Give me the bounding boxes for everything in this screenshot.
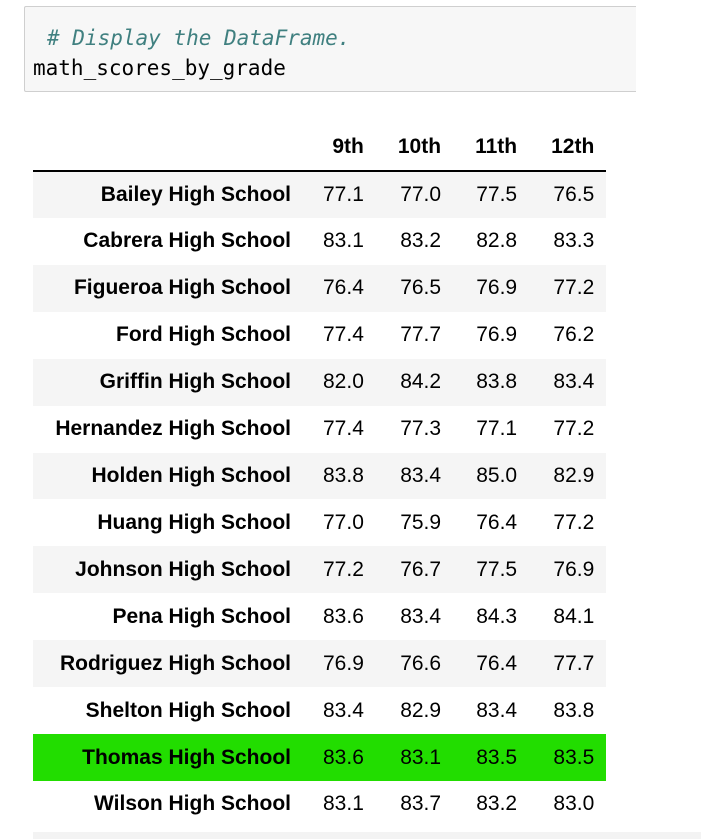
cell-9th: 76.4 [323,276,364,300]
cell-12th: 76.2 [553,323,595,347]
index-header [33,124,301,172]
cell-9th: 77.2 [323,557,364,581]
cell-9th: 83.1 [323,792,364,816]
table-row: Figueroa High School 76.4 76.5 76.9 77.2 [33,264,607,312]
cell-12th: 83.3 [553,229,595,253]
cell-10th: 77.0 [400,182,442,206]
table-row: Holden High School 83.8 83.4 85.0 82.9 [33,452,607,500]
table-row: Hernandez High School 77.4 77.3 77.1 77.2 [33,405,607,453]
cell-9th: 83.6 [323,604,364,628]
cell-9th: 83.1 [323,229,364,253]
table-row: Cabrera High School 83.1 83.2 82.8 83.3 [33,217,607,265]
cell-9th: 83.8 [323,463,364,487]
cell-10th: 76.5 [400,276,442,300]
row-index-school: Wilson High School [94,792,291,816]
cell-11th: 76.9 [476,323,518,347]
column-header-12th: 12th [529,124,607,172]
row-index-school: Cabrera High School [83,229,291,253]
cell-9th: 83.6 [323,745,364,769]
cell-10th: 83.4 [400,604,442,628]
cell-12th: 83.8 [553,698,595,722]
cell-11th: 76.4 [476,510,518,534]
cell-12th: 77.7 [553,651,595,675]
cell-11th: 85.0 [476,463,518,487]
table-row: Pena High School 83.6 83.4 84.3 84.1 [33,593,607,641]
cell-9th: 77.0 [323,510,364,534]
column-header-10th: 10th [375,124,454,172]
cell-9th: 77.1 [323,182,364,206]
row-index-school: Huang High School [97,510,291,534]
table-row: Ford High School 77.4 77.7 76.9 76.2 [33,311,607,359]
cell-12th: 77.2 [553,510,595,534]
table-row: Griffin High School 82.0 84.2 83.8 83.4 [33,358,607,406]
cell-12th: 77.2 [553,417,595,441]
cell-12th: 76.9 [553,557,595,581]
row-index-school: Thomas High School [82,745,291,769]
table-row: Huang High School 77.0 75.9 76.4 77.2 [33,499,607,547]
row-index-school: Rodriguez High School [60,651,291,675]
table-header: 9th 10th 11th 12th [33,124,607,172]
table-row: Rodriguez High School 76.9 76.6 76.4 77.7 [33,640,607,688]
cell-11th: 82.8 [476,229,518,253]
table-row: Johnson High School 77.2 76.7 77.5 76.9 [33,546,607,594]
row-index-school: Shelton High School [85,698,291,722]
cell-10th: 83.4 [400,463,442,487]
code-comment: # Display the DataFrame. [47,26,351,50]
table-row: Shelton High School 83.4 82.9 83.4 83.8 [33,687,607,735]
cell-10th: 83.7 [400,792,442,816]
table-body: Bailey High School 77.1 77.0 77.5 76.5 Cabrer… [33,171,607,828]
cell-11th: 77.1 [476,417,518,441]
table-row-highlighted: Thomas High School 83.6 83.1 83.5 83.5 [33,734,607,781]
cell-10th: 75.9 [400,510,442,534]
cell-9th: 77.4 [323,417,364,441]
cell-11th: 76.4 [476,651,518,675]
cell-12th: 83.5 [553,745,595,769]
cell-12th: 83.0 [553,792,595,816]
cell-10th: 76.7 [400,557,442,581]
cell-9th: 83.4 [323,698,364,722]
row-index-school: Holden High School [91,463,292,487]
row-index-school: Figueroa High School [73,276,291,300]
row-index-school: Griffin High School [99,370,291,394]
cell-10th: 77.3 [400,417,442,441]
row-index-school: Bailey High School [100,182,291,206]
cell-11th: 84.3 [476,604,518,628]
cell-10th: 76.6 [400,651,442,675]
cell-11th: 83.2 [476,792,518,816]
code-cell-input[interactable]: # Display the DataFrame. math_scores_by_… [24,6,636,92]
cell-10th: 82.9 [400,698,442,722]
table-row: Bailey High School 77.1 77.0 77.5 76.5 [33,171,607,218]
cell-12th: 77.2 [553,276,595,300]
row-index-school: Pena High School [112,604,291,628]
cell-10th: 83.1 [400,745,442,769]
cell-11th: 83.5 [476,745,518,769]
cell-9th: 76.9 [323,651,364,675]
cell-12th: 82.9 [553,463,595,487]
cell-11th: 77.5 [476,182,518,206]
cell-12th: 83.4 [553,370,595,394]
table-row: Wilson High School 83.1 83.7 83.2 83.0 [33,780,607,828]
column-header-11th: 11th [453,124,530,172]
cell-9th: 82.0 [323,370,364,394]
cell-11th: 83.4 [476,698,518,722]
cell-10th: 84.2 [400,370,442,394]
cell-9th: 77.4 [323,323,364,347]
cell-11th: 77.5 [476,557,518,581]
dataframe-table: 9th 10th 11th 12th Bailey High School 77.… [33,124,607,828]
cell-12th: 84.1 [553,604,595,628]
code-expression: math_scores_by_grade [33,56,286,80]
cell-10th: 83.2 [400,229,442,253]
header-row: 9th 10th 11th 12th [33,124,607,172]
cell-11th: 83.8 [476,370,518,394]
row-index-school: Ford High School [116,323,291,347]
row-index-school: Johnson High School [75,557,291,581]
row-index-school: Hernandez High School [55,417,291,441]
column-header-9th: 9th [301,124,376,172]
cell-11th: 76.9 [476,276,518,300]
cell-12th: 76.5 [553,182,595,206]
cell-10th: 77.7 [400,323,442,347]
output-bottom-edge [33,832,701,839]
dataframe-output: 9th 10th 11th 12th Bailey High School 77.… [33,124,607,828]
